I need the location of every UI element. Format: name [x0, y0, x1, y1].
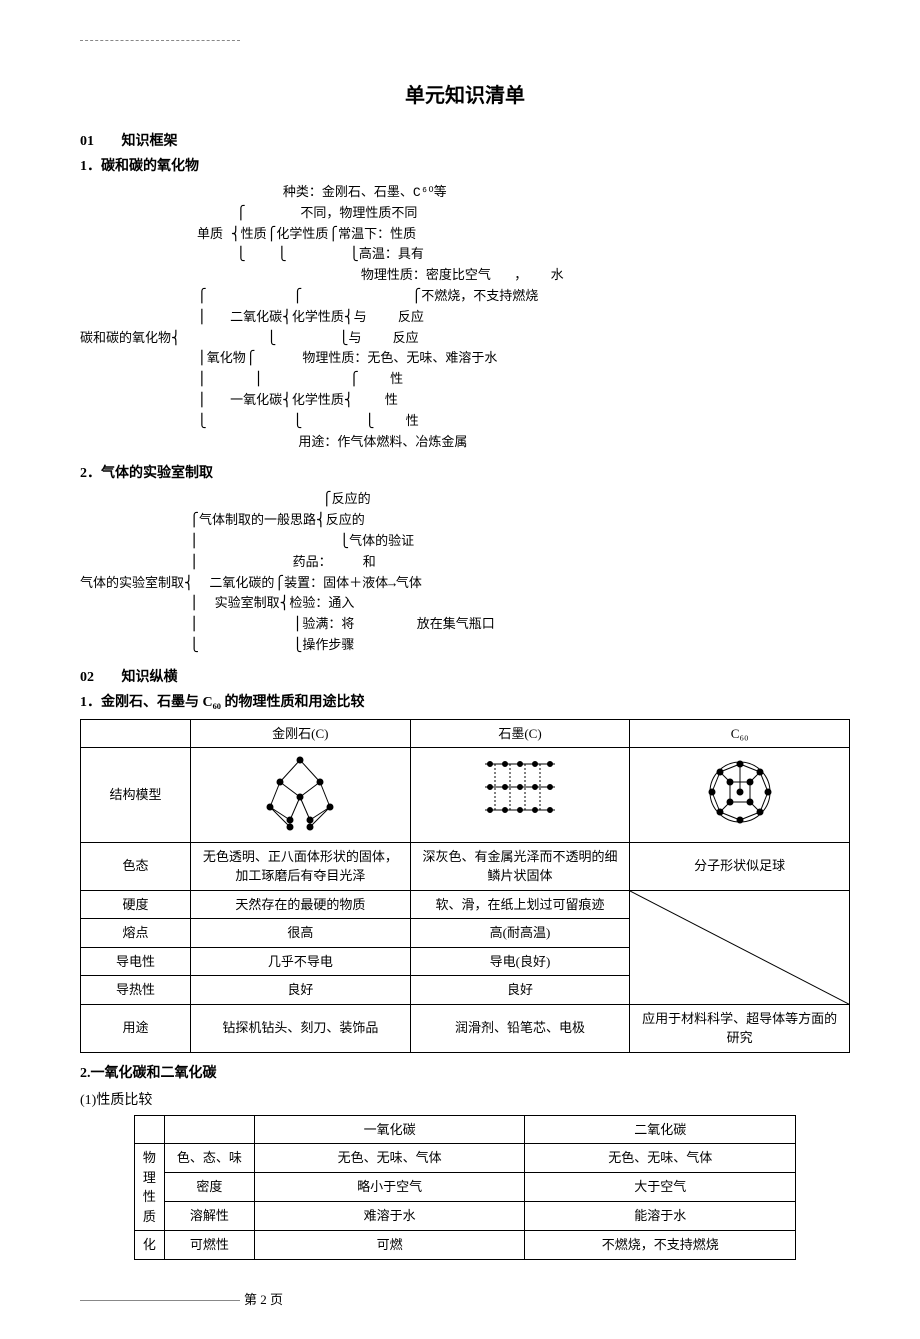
header-dash [80, 40, 240, 41]
cell: 分子形状似足球 [630, 842, 850, 890]
tree-carbon: 种类：金刚石、石墨、C⁶⁰等 ⎧ 不同，物理性质不同 单质 ⎨性质⎧化学性质⎧常… [80, 183, 850, 453]
row-label: 色态 [81, 842, 191, 890]
cell: 不燃烧，不支持燃烧 [525, 1231, 796, 1260]
cell: 略小于空气 [254, 1173, 525, 1202]
table-row: 金刚石(C) 石墨(C) C₆₀ [81, 719, 850, 748]
row-label: 硬度 [81, 890, 191, 919]
model-c60 [630, 748, 850, 843]
cell: 良好 [410, 976, 630, 1005]
row-label: 导电性 [81, 947, 191, 976]
section-02-label: 知识纵横 [122, 670, 178, 685]
table-row: 物理性质 色、态、味 无色、无味、气体 无色、无味、气体 [134, 1144, 795, 1173]
table-row: 化 可燃性 可燃 不燃烧，不支持燃烧 [134, 1231, 795, 1260]
th-co: 一氧化碳 [254, 1115, 525, 1144]
sub-1-2: 2．气体的实验室制取 [80, 463, 850, 484]
sub-1-1: 1．碳和碳的氧化物 [80, 156, 850, 177]
table-row: 结构模型 [81, 748, 850, 843]
cell: 钻探机钻头、刻刀、装饰品 [191, 1004, 411, 1052]
table-co-co2: 一氧化碳 二氧化碳 物理性质 色、态、味 无色、无味、气体 无色、无味、气体 密… [134, 1115, 796, 1260]
cell: 几乎不导电 [191, 947, 411, 976]
cell: 很高 [191, 919, 411, 948]
row-label: 熔点 [81, 919, 191, 948]
cell: 可燃 [254, 1231, 525, 1260]
section-02-header: 02 知识纵横 [80, 667, 850, 688]
group-chem: 化 [134, 1231, 164, 1260]
section-01-label: 知识框架 [122, 134, 178, 149]
th-graphite: 石墨(C) [410, 719, 630, 748]
cell: 天然存在的最硬的物质 [191, 890, 411, 919]
sub-2-1: 1．金刚石、石墨与 C₆₀ 的物理性质和用途比较 [80, 692, 850, 713]
section-01-header: 01 知识框架 [80, 131, 850, 152]
th-co2: 二氧化碳 [525, 1115, 796, 1144]
cell: 无色透明、正八面体形状的固体，加工琢磨后有夺目光泽 [191, 842, 411, 890]
model-graphite [410, 748, 630, 843]
prop: 可燃性 [164, 1231, 254, 1260]
sub-2-2: 2.一氧化碳和二氧化碳 [80, 1063, 850, 1084]
cell: 大于空气 [525, 1173, 796, 1202]
cell: 无色、无味、气体 [525, 1144, 796, 1173]
prop: 密度 [164, 1173, 254, 1202]
cell: 深灰色、有金属光泽而不透明的细鳞片状固体 [410, 842, 630, 890]
page-title: 单元知识清单 [80, 81, 850, 111]
cell: 难溶于水 [254, 1202, 525, 1231]
table-row: 硬度 天然存在的最硬的物质 软、滑，在纸上划过可留痕迹 [81, 890, 850, 919]
cell: 能溶于水 [525, 1202, 796, 1231]
page-footer: 第 2 页 [80, 1290, 850, 1310]
prop: 溶解性 [164, 1202, 254, 1231]
cell: 润滑剂、铅笔芯、电极 [410, 1004, 630, 1052]
sub-2-2a: (1)性质比较 [80, 1090, 850, 1111]
row-label: 导热性 [81, 976, 191, 1005]
th-blank [81, 719, 191, 748]
cell: 导电(良好) [410, 947, 630, 976]
section-01-num: 01 [80, 134, 94, 149]
table-row: 一氧化碳 二氧化碳 [134, 1115, 795, 1144]
row-label: 用途 [81, 1004, 191, 1052]
page-number: 第 2 页 [244, 1292, 283, 1307]
th-c60: C₆₀ [630, 719, 850, 748]
table-row: 用途 钻探机钻头、刻刀、装饰品 润滑剂、铅笔芯、电极 应用于材料科学、超导体等方… [81, 1004, 850, 1052]
th-diamond: 金刚石(C) [191, 719, 411, 748]
cell-diagonal [630, 890, 850, 1004]
prop: 色、态、味 [164, 1144, 254, 1173]
cell: 软、滑，在纸上划过可留痕迹 [410, 890, 630, 919]
cell: 应用于材料科学、超导体等方面的研究 [630, 1004, 850, 1052]
tree-gas: ⎧反应的 ⎧气体制取的一般思路⎨反应的 ⎪ ⎩气体的验证 ⎪ 药品： 和 气体的… [80, 490, 850, 656]
cell: 高(耐高温) [410, 919, 630, 948]
table-row: 色态 无色透明、正八面体形状的固体，加工琢磨后有夺目光泽 深灰色、有金属光泽而不… [81, 842, 850, 890]
row-label: 结构模型 [81, 748, 191, 843]
th-blank [134, 1115, 164, 1144]
th-blank2 [164, 1115, 254, 1144]
section-02-num: 02 [80, 670, 94, 685]
cell: 良好 [191, 976, 411, 1005]
model-diamond [191, 748, 411, 843]
table-row: 溶解性 难溶于水 能溶于水 [134, 1202, 795, 1231]
group-phys: 物理性质 [134, 1144, 164, 1231]
table-row: 密度 略小于空气 大于空气 [134, 1173, 795, 1202]
cell: 无色、无味、气体 [254, 1144, 525, 1173]
table-allotropes: 金刚石(C) 石墨(C) C₆₀ 结构模型 [80, 719, 850, 1053]
